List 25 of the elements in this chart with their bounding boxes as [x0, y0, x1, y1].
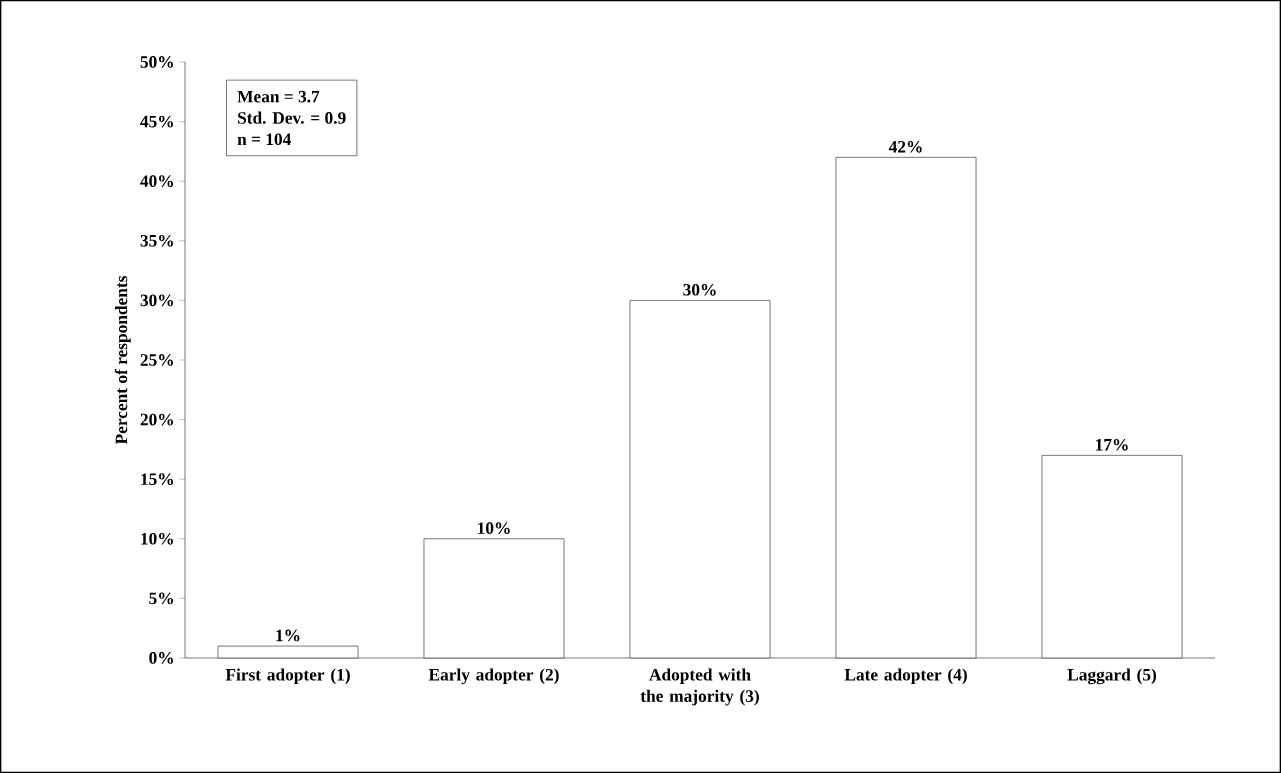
x-tick-label: Adopted with the majority (3) — [640, 668, 759, 706]
annotation: Std. Dev. = 0.9 — [238, 111, 346, 124]
y-tick-label: 0% — [149, 652, 173, 664]
x-tick-label: Late adopter (4) — [844, 668, 967, 685]
annotation: n = 104 — [237, 133, 291, 146]
y-tick-label: 35% — [140, 234, 173, 247]
y-tick-label: 45% — [140, 115, 173, 128]
y-tick-label: 25% — [140, 354, 173, 366]
y-tick-label: 30% — [140, 294, 173, 307]
x-tick-label: Early adopter (2) — [428, 668, 559, 685]
x-tick-label: First adopter (1) — [225, 668, 350, 685]
y-tick-label: 20% — [140, 413, 173, 426]
data-label: 30% — [683, 283, 716, 296]
data-label: 17% — [1096, 438, 1128, 451]
y-tick-label: 15% — [141, 473, 173, 486]
data-label: 42% — [888, 140, 922, 153]
data-label: 10% — [478, 522, 510, 535]
data-label: 1% — [276, 629, 300, 642]
y-tick-label: 40% — [140, 175, 173, 188]
y-tick-label: 5% — [149, 592, 173, 605]
x-tick-label: Laggard (5) — [1067, 668, 1157, 685]
y-axis-title: Percent of respondents — [114, 276, 131, 445]
y-tick-label: 10% — [141, 532, 173, 545]
y-tick-label: 50% — [140, 56, 173, 68]
annotation: Mean = 3.7 — [237, 90, 320, 103]
